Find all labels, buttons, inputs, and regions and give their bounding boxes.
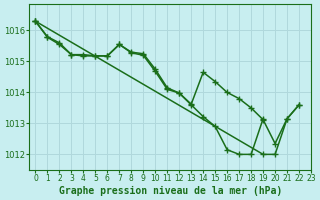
X-axis label: Graphe pression niveau de la mer (hPa): Graphe pression niveau de la mer (hPa) [59, 186, 282, 196]
